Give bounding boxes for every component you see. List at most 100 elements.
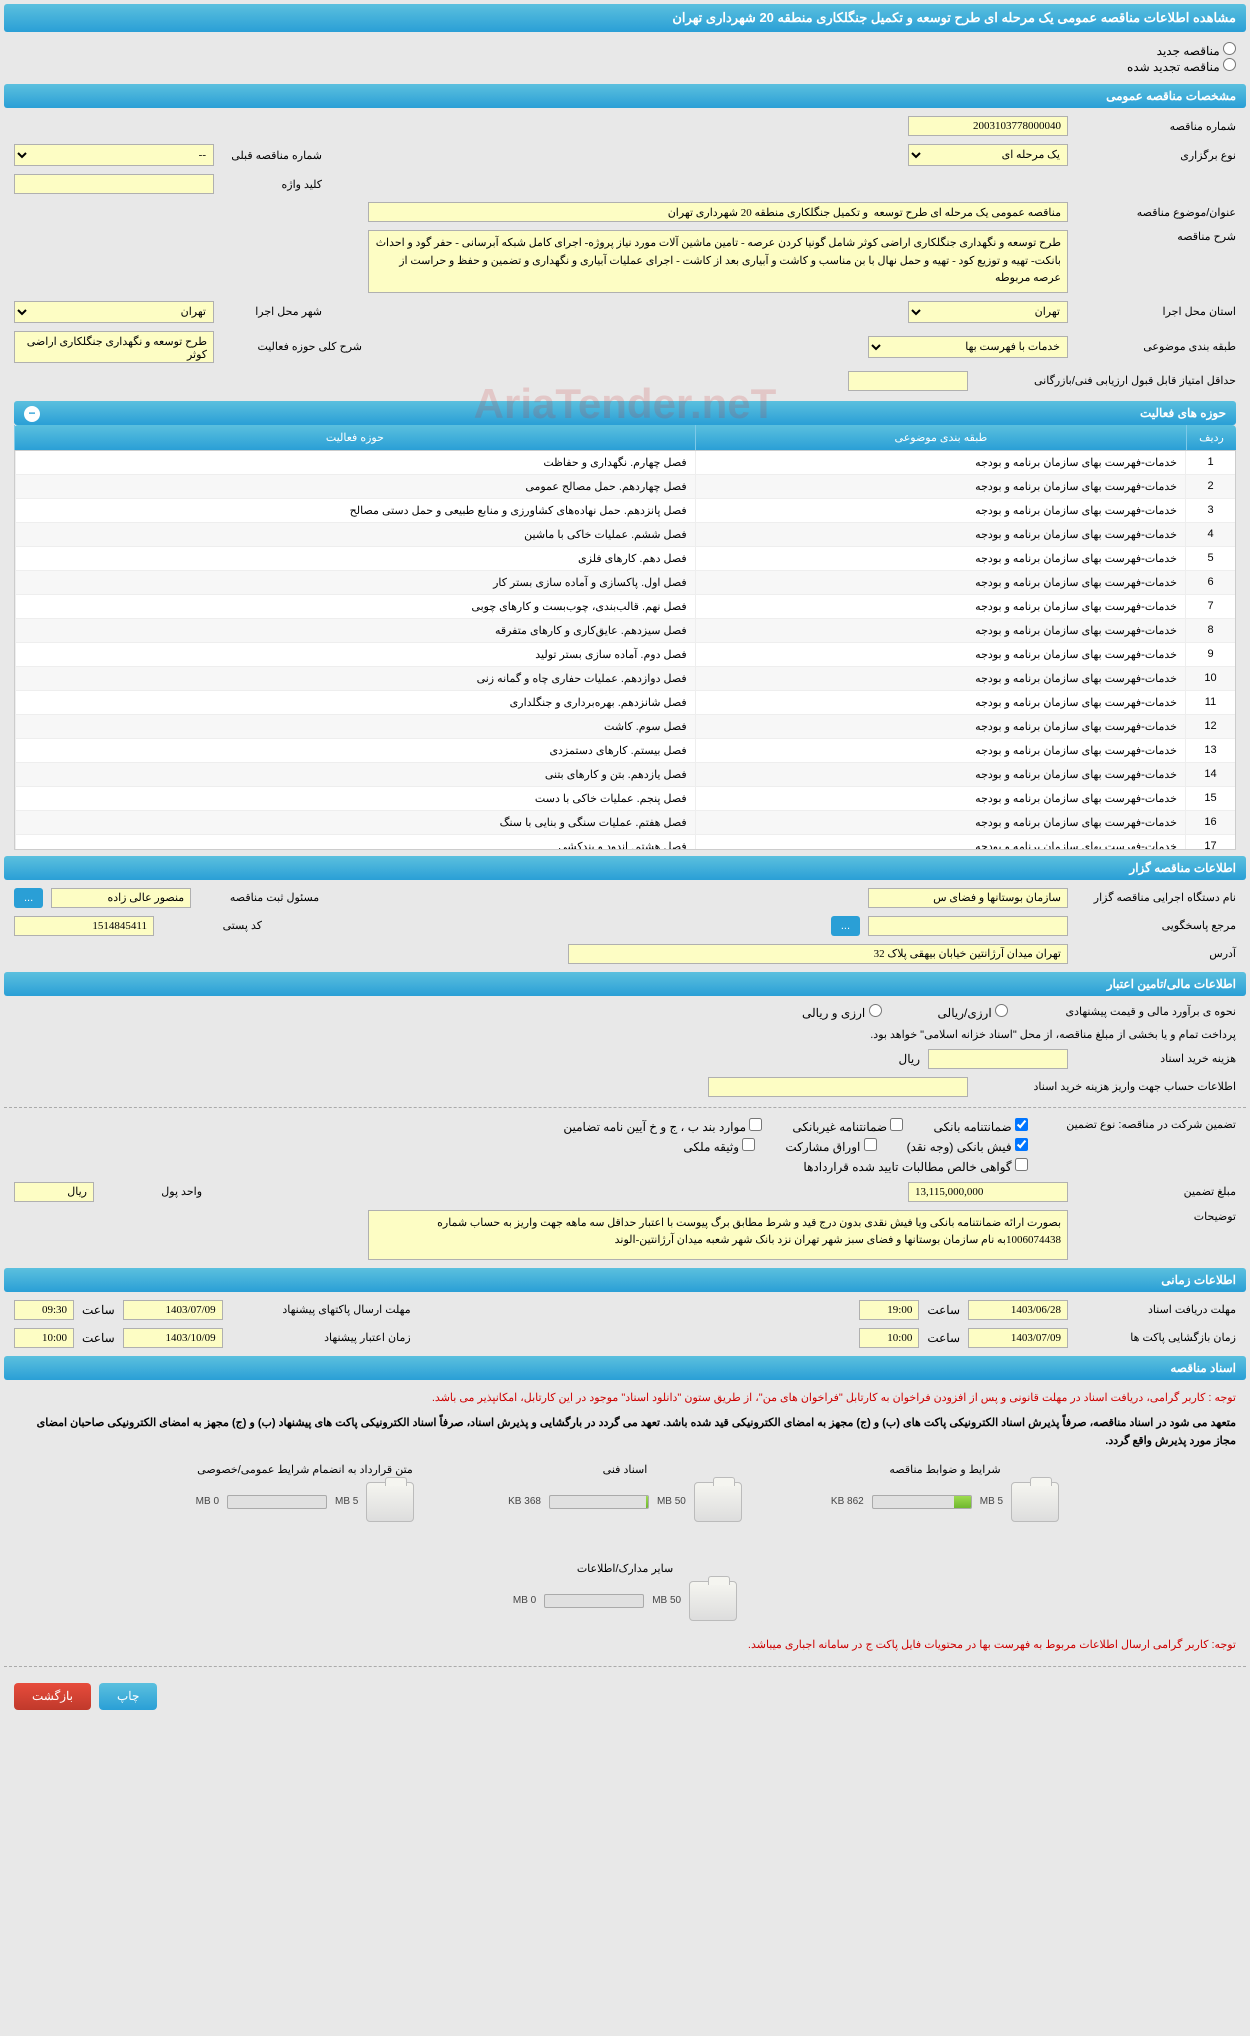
table-row: 4خدمات-فهرست بهای سازمان برنامه و بودجهف… [15,523,1235,547]
label-resp: مرجع پاسخگویی [1076,919,1236,932]
radio-new[interactable]: مناقصه جدید [1157,44,1236,58]
table-row: 5خدمات-فهرست بهای سازمان برنامه و بودجهف… [15,547,1235,571]
label-desc: شرح مناقصه [1076,230,1236,243]
input-unit[interactable] [14,1182,94,1202]
input-postal[interactable] [14,916,154,936]
input-reg[interactable] [51,888,191,908]
table-row: 3خدمات-فهرست بهای سازمان برنامه و بودجهف… [15,499,1235,523]
input-valid-date[interactable] [123,1328,223,1348]
label-hold-type: نوع برگزاری [1076,149,1236,162]
label-unit: واحد پول [102,1185,202,1198]
label-org: نام دستگاه اجرایی مناقصه گزار [1076,891,1236,904]
chk-nonbank[interactable]: ضمانتنامه غیربانکی [792,1118,903,1134]
input-tender-no[interactable] [908,116,1068,136]
label-method: نحوه ی برآورد مالی و قیمت پیشنهادی [1016,1005,1236,1018]
page-title: مشاهده اطلاعات مناقصه عمومی یک مرحله ای … [4,4,1246,32]
table-row: 8خدمات-فهرست بهای سازمان برنامه و بودجهف… [15,619,1235,643]
table-row: 15خدمات-فهرست بهای سازمان برنامه و بودجه… [15,787,1235,811]
chk-approved[interactable]: گواهی خالص مطالبات تایید شده قراردادها [803,1160,1028,1174]
section-time: اطلاعات زمانی [4,1268,1246,1292]
radio-currency[interactable]: ارزی و ریالی [802,1004,882,1020]
label-account: اطلاعات حساب جهت واریز هزینه خرید اسناد [976,1080,1236,1093]
input-keyword[interactable] [14,174,214,194]
input-receive-date[interactable] [968,1300,1068,1320]
table-row: 7خدمات-فهرست بهای سازمان برنامه و بودجهف… [15,595,1235,619]
label-tender-no: شماره مناقصه [1076,120,1236,133]
input-cost[interactable] [928,1049,1068,1069]
label-guarantee-desc: توضیحات [1076,1210,1236,1223]
table-row: 6خدمات-فهرست بهای سازمان برنامه و بودجهف… [15,571,1235,595]
label-activity-desc: شرح کلی حوزه فعالیت [222,340,362,353]
input-org[interactable] [868,888,1068,908]
radio-renewed[interactable]: مناقصه تجدید شده [1127,60,1236,74]
label-min-score: حداقل امتیاز قابل قبول ارزیابی فنی/بازرگ… [976,374,1236,387]
table-row: 13خدمات-فهرست بهای سازمان برنامه و بودجه… [15,739,1235,763]
table-row: 17خدمات-فهرست بهای سازمان برنامه و بودجه… [15,835,1235,850]
folder-icon[interactable] [366,1482,414,1522]
th-row: ردیف [1186,425,1236,450]
label-prev-no: شماره مناقصه قبلی [222,149,322,162]
input-activity-desc[interactable]: طرح توسعه و نگهداری جنگلکاری اراضی کوثر [14,331,214,363]
notice-1: توجه : کاربر گرامی، دریافت اسناد در مهلت… [4,1384,1246,1414]
label-receive: مهلت دریافت اسناد [1076,1303,1236,1316]
chk-property[interactable]: وثیقه ملکی [683,1138,755,1154]
doc-item: اسناد فنی 50 MB 368 KB [485,1463,765,1522]
radio-rial[interactable]: ارزی/ریالی [938,1004,1008,1020]
table-row: 14خدمات-فهرست بهای سازمان برنامه و بودجه… [15,763,1235,787]
section-owner: اطلاعات مناقصه گزار [4,856,1246,880]
footer-notice: توجه: کاربر گرامی ارسال اطلاعات مربوط به… [4,1631,1246,1661]
folder-icon[interactable] [694,1482,742,1522]
label-guarantee-type: تضمین شرکت در مناقصه: نوع تضمین [1036,1118,1236,1131]
chk-guide[interactable]: موارد بند ب ، ج و خ آیین نامه تضامین [563,1118,762,1134]
label-cat: طبقه بندی موضوعی [1076,340,1236,353]
select-hold-type[interactable]: یک مرحله ای [908,144,1068,166]
chk-cash[interactable]: فیش بانکی (وجه نقد) [907,1138,1028,1154]
select-city[interactable]: تهران [14,301,214,323]
input-address[interactable] [568,944,1068,964]
label-cost: هزینه خرید اسناد [1076,1052,1236,1065]
label-postal: کد پستی [162,919,262,932]
label-keyword: کلید واژه [222,178,322,191]
select-prev-no[interactable]: -- [14,144,214,166]
select-province[interactable]: تهران [908,301,1068,323]
label-amount: مبلغ تضمین [1076,1185,1236,1198]
input-min-score[interactable] [848,371,968,391]
doc-item: متن قرارداد به انضمام شرایط عمومی/خصوصی … [165,1463,445,1522]
label-reg: مسئول ثبت مناقصه [199,891,319,904]
input-account[interactable] [708,1077,968,1097]
label-subject: عنوان/موضوع مناقصه [1076,206,1236,219]
folder-icon[interactable] [1011,1482,1059,1522]
input-amount[interactable] [908,1182,1068,1202]
chk-bank[interactable]: ضمانتنامه بانکی [933,1118,1028,1134]
section-general: مشخصات مناقصه عمومی [4,84,1246,108]
more-button-reg[interactable]: ... [14,888,43,908]
input-resp[interactable] [868,916,1068,936]
input-send-hour[interactable] [14,1300,74,1320]
section-finance: اطلاعات مالی/تامین اعتبار [4,972,1246,996]
input-valid-hour[interactable] [14,1328,74,1348]
doc-item: شرایط و ضوابط مناقصه 5 MB 862 KB [805,1463,1085,1522]
input-send-date[interactable] [123,1300,223,1320]
chk-share[interactable]: اوراق مشارکت [785,1138,876,1154]
label-valid: زمان اعتبار پیشنهاد [231,1331,411,1344]
th-act: حوزه فعالیت [14,425,695,450]
section-docs: اسناد مناقصه [4,1356,1246,1380]
select-cat[interactable]: خدمات با فهرست بها [868,336,1068,358]
input-open-hour[interactable] [859,1328,919,1348]
input-open-date[interactable] [968,1328,1068,1348]
folder-icon[interactable] [689,1581,737,1621]
collapse-icon[interactable]: − [24,406,40,422]
more-button-resp[interactable]: ... [831,916,860,936]
label-address: آدرس [1076,947,1236,960]
textarea-desc[interactable]: طرح توسعه و نگهداری جنگلکاری اراضی کوثر … [368,230,1068,293]
tender-type-radios: مناقصه جدید مناقصه تجدید شده [4,36,1246,80]
finance-note: پرداخت تمام و یا بخشی از مبلغ مناقصه، از… [870,1028,1236,1041]
input-subject[interactable] [368,202,1068,222]
input-receive-hour[interactable] [859,1300,919,1320]
print-button[interactable]: چاپ [99,1683,157,1710]
label-send: مهلت ارسال پاکتهای پیشنهاد [231,1303,411,1316]
table-row: 1خدمات-فهرست بهای سازمان برنامه و بودجهف… [15,451,1235,475]
textarea-guarantee-desc[interactable]: بصورت ارائه ضمانتنامه بانکی ویا فیش نقدی… [368,1210,1068,1260]
back-button[interactable]: بازگشت [14,1683,91,1710]
label-province: استان محل اجرا [1076,305,1236,318]
